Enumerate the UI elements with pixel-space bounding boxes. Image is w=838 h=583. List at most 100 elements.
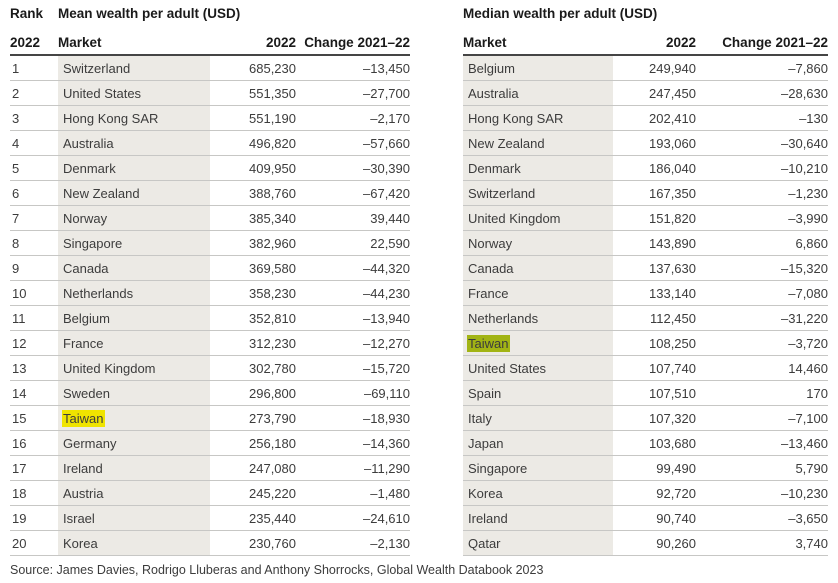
change-cell: –28,630 (781, 85, 828, 101)
market-name: Australia (468, 85, 519, 101)
market-cell: Belgium (463, 56, 613, 80)
rank-cell: 14 (12, 385, 27, 401)
value-2022-cell: 133,140 (649, 285, 696, 301)
market-name: Norway (468, 235, 513, 251)
market-cell: United Kingdom (463, 206, 613, 230)
value-2022-cell: 247,450 (649, 85, 696, 101)
market-cell: Singapore (463, 456, 613, 480)
table-row: Japan 103,680 –13,460 (463, 431, 828, 456)
market-name: United States (468, 360, 547, 376)
table-row: Qatar 90,260 3,740 (463, 531, 828, 556)
table-row: 9 Canada 369,580 –44,320 (10, 256, 410, 281)
market-name: Belgium (468, 60, 515, 76)
rank-cell: 2 (12, 85, 20, 101)
market-cell: Netherlands (463, 306, 613, 330)
change-cell: –2,130 (370, 535, 410, 551)
market-name: France (468, 285, 509, 301)
mean-table-title: Mean wealth per adult (USD) (58, 6, 241, 21)
value-2022-cell: 358,230 (249, 285, 296, 301)
market-cell: United States (58, 81, 210, 105)
market-cell: Taiwan (58, 406, 210, 430)
value-2022-cell: 230,760 (249, 535, 296, 551)
change-cell: –24,610 (363, 510, 410, 526)
value-2022-cell: 108,250 (649, 335, 696, 351)
market-name: Japan (468, 435, 504, 451)
market-cell: Singapore (58, 231, 210, 255)
market-cell: Denmark (463, 156, 613, 180)
market-name: Switzerland (468, 185, 536, 201)
market-cell: Norway (463, 231, 613, 255)
market-name: Netherlands (63, 285, 134, 301)
rank-cell: 9 (12, 260, 20, 276)
market-cell: New Zealand (463, 131, 613, 155)
market-cell: Ireland (58, 456, 210, 480)
rank-cell: 16 (12, 435, 27, 451)
change-cell: –14,360 (363, 435, 410, 451)
market-name: Germany (63, 435, 117, 451)
market-cell: United States (463, 356, 613, 380)
rank-cell: 15 (12, 410, 27, 426)
rank-cell: 3 (12, 110, 20, 126)
change-cell: –2,170 (370, 110, 410, 126)
source-note: Source: James Davies, Rodrigo Lluberas a… (10, 563, 544, 577)
market-name-highlighted: Taiwan (467, 334, 511, 352)
change-column-header: Change 2021–22 (722, 35, 828, 50)
value-2022-cell: 137,630 (649, 260, 696, 276)
change-cell: –13,460 (781, 435, 828, 451)
market-cell: Japan (463, 431, 613, 455)
market-cell: Italy (463, 406, 613, 430)
mean-table-title-row: Rank Mean wealth per adult (USD) (10, 6, 410, 30)
table-row: 4 Australia 496,820 –57,660 (10, 131, 410, 156)
change-cell: –130 (799, 110, 828, 126)
market-name: Ireland (468, 510, 508, 526)
market-cell: France (58, 331, 210, 355)
table-row: 18 Austria 245,220 –1,480 (10, 481, 410, 506)
table-row: 19 Israel 235,440 –24,610 (10, 506, 410, 531)
rank-cell: 8 (12, 235, 20, 251)
market-name: Spain (468, 385, 502, 401)
value-2022-cell: 90,260 (656, 535, 696, 551)
market-cell: New Zealand (58, 181, 210, 205)
table-row: Denmark 186,040 –10,210 (463, 156, 828, 181)
value-2022-cell: 235,440 (249, 510, 296, 526)
value-2022-cell: 409,950 (249, 160, 296, 176)
table-row: Korea 92,720 –10,230 (463, 481, 828, 506)
change-column-header: Change 2021–22 (304, 35, 410, 50)
change-cell: –1,230 (788, 185, 828, 201)
change-cell: –7,080 (788, 285, 828, 301)
value-2022-cell: 92,720 (656, 485, 696, 501)
market-name: Sweden (63, 385, 110, 401)
market-cell: Qatar (463, 531, 613, 555)
value-2022-cell: 193,060 (649, 135, 696, 151)
change-cell: –18,930 (363, 410, 410, 426)
market-name: Switzerland (63, 60, 131, 76)
change-cell: 6,860 (795, 235, 828, 251)
market-name: Italy (468, 410, 492, 426)
rank-cell: 10 (12, 285, 27, 301)
change-cell: –1,480 (370, 485, 410, 501)
table-row: Taiwan 108,250 –3,720 (463, 331, 828, 356)
change-cell: –57,660 (363, 135, 410, 151)
value-2022-cell: 202,410 (649, 110, 696, 126)
rank-cell: 4 (12, 135, 20, 151)
value-2022-cell: 302,780 (249, 360, 296, 376)
market-cell: Germany (58, 431, 210, 455)
table-row: 13 United Kingdom 302,780 –15,720 (10, 356, 410, 381)
table-row: 7 Norway 385,340 39,440 (10, 206, 410, 231)
table-row: Spain 107,510 170 (463, 381, 828, 406)
table-row: Singapore 99,490 5,790 (463, 456, 828, 481)
market-name: Korea (63, 535, 98, 551)
market-name: Singapore (468, 460, 528, 476)
market-cell: Netherlands (58, 281, 210, 305)
table-row: 10 Netherlands 358,230 –44,230 (10, 281, 410, 306)
market-cell: Ireland (463, 506, 613, 530)
median-table-column-headers: Market 2022 Change 2021–22 (463, 30, 828, 56)
market-cell: Canada (58, 256, 210, 280)
change-cell: –44,320 (363, 260, 410, 276)
market-cell: Belgium (58, 306, 210, 330)
change-cell: –3,720 (788, 335, 828, 351)
value-2022-cell: 312,230 (249, 335, 296, 351)
year-column-header: 2022 (665, 35, 696, 50)
market-cell: Korea (463, 481, 613, 505)
market-name: Ireland (63, 460, 103, 476)
